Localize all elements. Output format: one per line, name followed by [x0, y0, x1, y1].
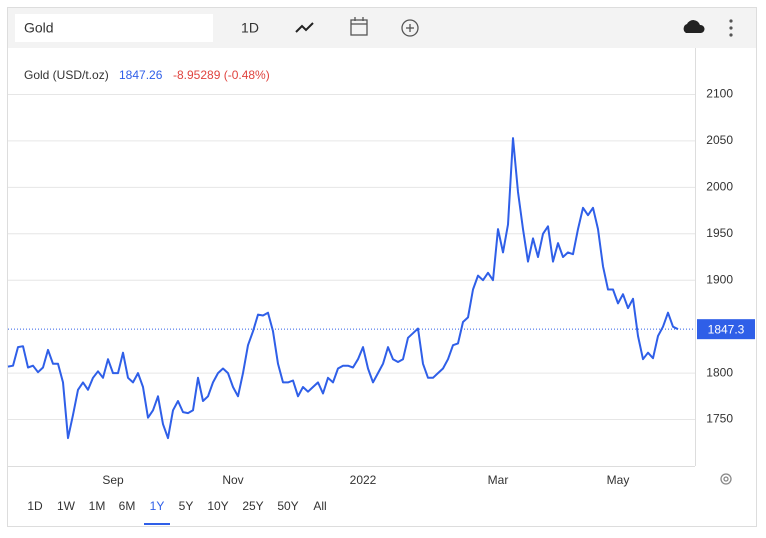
- range-button[interactable]: 1M: [89, 499, 106, 513]
- range-button[interactable]: 25Y: [242, 499, 263, 513]
- range-button[interactable]: 5Y: [179, 499, 194, 513]
- menu-icon[interactable]: [729, 19, 733, 37]
- range-button[interactable]: 10Y: [207, 499, 228, 513]
- range-button[interactable]: 1D: [27, 499, 43, 513]
- y-tick-label: 1900: [706, 272, 733, 286]
- range-button[interactable]: 1Y: [150, 499, 165, 513]
- frame: [7, 7, 757, 527]
- x-tick-label: Mar: [488, 473, 509, 487]
- legend-name: Gold (USD/t.oz): [24, 68, 109, 82]
- price-line: [7, 137, 679, 440]
- chart-type-icon[interactable]: [295, 22, 314, 33]
- settings-icon[interactable]: [720, 473, 732, 485]
- add-icon[interactable]: [401, 19, 419, 37]
- range-button[interactable]: All: [313, 499, 326, 513]
- y-tick-label: 2100: [706, 87, 733, 101]
- y-tick-label: 2000: [706, 180, 733, 194]
- range-button[interactable]: 6M: [119, 499, 136, 513]
- x-tick-label: May: [607, 473, 630, 487]
- x-tick-label: Sep: [102, 473, 124, 487]
- search-text: Gold: [24, 20, 54, 36]
- legend-last: 1847.26: [119, 68, 163, 82]
- y-tick-label: 1950: [706, 226, 733, 240]
- x-tick-label: Nov: [222, 473, 243, 487]
- range-button[interactable]: 50Y: [277, 499, 298, 513]
- range-button[interactable]: 1W: [57, 499, 76, 513]
- legend-change: -8.95289 (-0.48%): [173, 68, 270, 82]
- last-value-label: 1847.3: [708, 322, 745, 336]
- interval-button[interactable]: 1D: [241, 20, 259, 36]
- search-box[interactable]: [15, 14, 213, 42]
- calendar-icon[interactable]: [350, 17, 368, 36]
- y-tick-label: 1800: [706, 365, 733, 379]
- x-tick-label: 2022: [350, 473, 377, 487]
- download-icon[interactable]: [683, 20, 705, 33]
- range-bar: 1D 1W 1M 6M 1Y 5Y 10Y 25Y 50Y All: [27, 499, 327, 525]
- last-value-tag: [697, 319, 755, 340]
- y-tick-label: 2050: [706, 133, 733, 147]
- y-tick-label: 1750: [706, 412, 733, 426]
